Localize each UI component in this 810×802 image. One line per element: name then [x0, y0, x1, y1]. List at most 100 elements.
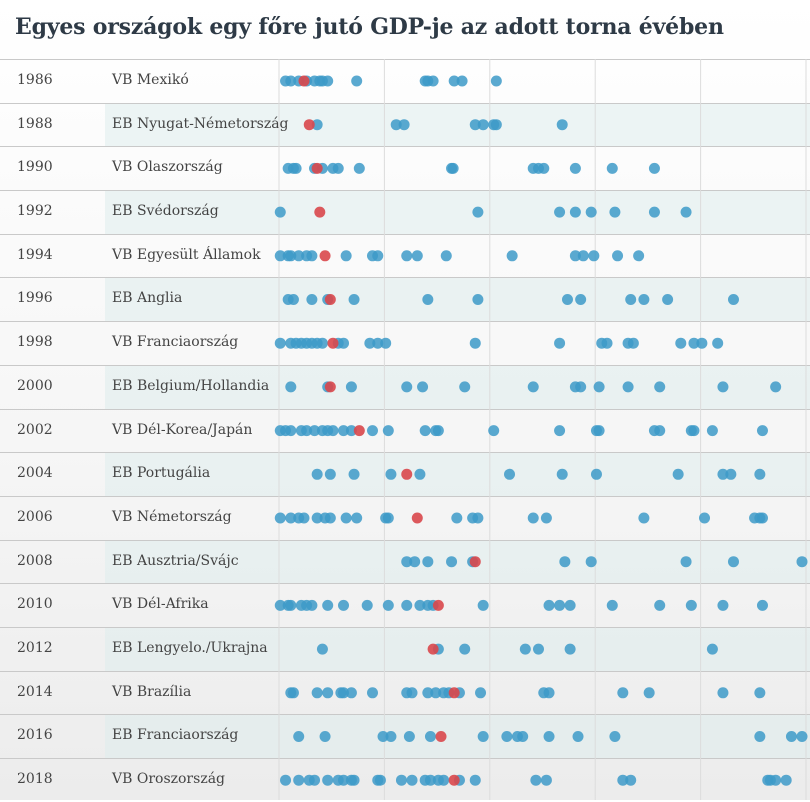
row-band — [105, 453, 810, 496]
team-dot-2018-4 — [322, 774, 334, 786]
team-dot-1994-3 — [293, 250, 305, 262]
team-dot-2016-10 — [543, 731, 555, 742]
team-dot-1992-6 — [648, 206, 660, 218]
team-dot-1988-1 — [390, 119, 402, 131]
row-band — [105, 191, 810, 234]
team-dot-2002-2 — [285, 425, 297, 437]
team-dot-1986-8 — [351, 75, 363, 87]
team-dot-2010-18 — [606, 599, 618, 611]
team-dot-2016-7 — [501, 731, 513, 742]
team-dot-2016-1 — [319, 731, 331, 742]
team-dot-2010-10 — [401, 599, 413, 611]
team-dot-2012-0 — [316, 643, 328, 655]
row-tournament-label: VB Brazília — [112, 683, 192, 700]
team-dot-2004-10 — [725, 468, 737, 480]
team-dot-1994-13 — [569, 250, 581, 262]
team-dot-2004-5 — [504, 468, 516, 480]
row-2006: 2006 VB Németország — [0, 495, 810, 540]
team-dot-1996-10 — [638, 294, 650, 305]
team-dot-2014-5 — [338, 687, 350, 699]
row-year-label: 1986 — [17, 72, 53, 88]
row-year-label: 2000 — [17, 377, 53, 394]
row-tournament-label: EB Portugália — [112, 465, 211, 482]
team-dot-2000-8 — [575, 381, 587, 393]
team-dot-1998-14 — [554, 337, 566, 349]
team-dot-1994-0 — [274, 250, 286, 262]
team-dot-1998-11 — [372, 337, 384, 349]
team-dot-1992-4 — [585, 206, 597, 218]
team-dot-1998-9 — [338, 337, 350, 349]
team-dot-2016-14 — [785, 731, 797, 742]
row-2018: 2018 VB Oroszország — [0, 758, 810, 802]
row-year-label: 1996 — [17, 290, 53, 307]
team-dot-1998-13 — [469, 337, 481, 349]
team-dot-2004-0 — [311, 468, 323, 480]
team-dot-2002-25 — [756, 425, 768, 437]
team-dot-1988-6 — [490, 119, 502, 131]
team-dot-2000-5 — [459, 381, 471, 393]
team-dot-2010-16 — [554, 599, 566, 611]
team-dot-2016-6 — [477, 731, 489, 742]
chart-rows: 1986 VB Mexikó 1988 EB Nyugat-Németország 19… — [0, 59, 810, 802]
team-dot-2018-6 — [338, 774, 350, 786]
row-year-label: 2008 — [17, 552, 53, 569]
team-dot-2002-11 — [366, 425, 378, 437]
team-dot-2002-8 — [327, 425, 339, 437]
row-year-label: 1992 — [17, 203, 53, 220]
team-dot-1992-3 — [569, 206, 581, 218]
team-dot-1990-12 — [538, 162, 550, 174]
team-dot-2014-20 — [717, 687, 729, 699]
team-dot-2000-11 — [654, 381, 666, 393]
row-2000: 2000 EB Belgium/Hollandia — [0, 364, 810, 409]
row-2012: 2012 EB Lengyelo./Ukrajna — [0, 626, 810, 671]
row-tournament-label: VB Németország — [112, 508, 232, 525]
team-dot-2004-7 — [590, 468, 602, 480]
host-dot-2004 — [401, 468, 413, 480]
team-dot-2014-18 — [617, 687, 629, 699]
team-dot-1992-0 — [274, 206, 286, 218]
team-dot-1992-7 — [680, 206, 692, 218]
team-dot-2012-5 — [564, 643, 576, 655]
team-dot-2004-11 — [754, 468, 766, 480]
row-band — [105, 540, 810, 584]
row-year-label: 1998 — [17, 334, 53, 351]
team-dot-2010-19 — [654, 599, 666, 611]
team-dot-2016-3 — [385, 731, 397, 742]
team-dot-2018-0 — [280, 774, 292, 786]
team-dot-2002-9 — [338, 425, 350, 437]
team-dot-1998-0 — [274, 337, 286, 349]
host-dot-2002 — [353, 425, 365, 437]
team-dot-2000-12 — [717, 381, 729, 393]
team-dot-1994-5 — [306, 250, 318, 262]
team-dot-2014-6 — [345, 687, 357, 699]
team-dot-1994-15 — [588, 250, 600, 262]
team-dot-2000-13 — [770, 381, 782, 393]
row-2016: 2016 EB Franciaország — [0, 714, 810, 758]
team-dot-1992-5 — [609, 206, 621, 218]
team-dot-2004-3 — [385, 468, 397, 480]
row-tournament-label: VB Oroszország — [112, 771, 225, 787]
team-dot-1992-2 — [554, 206, 566, 218]
team-dot-1994-9 — [401, 250, 413, 262]
row-year-label: 1994 — [17, 246, 53, 263]
team-dot-2002-13 — [419, 425, 431, 437]
row-1998: 1998 VB Franciaország — [0, 321, 810, 365]
team-dot-2010-6 — [322, 599, 334, 611]
team-dot-2002-12 — [382, 425, 394, 437]
team-dot-2000-0 — [285, 381, 297, 393]
team-dot-2014-10 — [422, 687, 434, 699]
row-band — [105, 278, 810, 322]
team-dot-2014-21 — [754, 687, 766, 699]
team-dot-2006-10 — [382, 512, 394, 524]
team-dot-1986-7 — [322, 75, 334, 87]
row-year-label: 2014 — [17, 683, 53, 700]
team-dot-2006-15 — [540, 512, 552, 524]
row-tournament-label: EB Svédország — [112, 203, 219, 220]
team-dot-2000-3 — [401, 381, 413, 393]
team-dot-2018-3 — [309, 774, 321, 786]
team-dot-1998-10 — [364, 337, 376, 349]
row-tournament-label: EB Anglia — [112, 290, 183, 307]
row-tournament-label: EB Belgium/Hollandia — [112, 377, 270, 394]
team-dot-2002-15 — [432, 425, 444, 437]
team-dot-2006-13 — [472, 512, 484, 524]
